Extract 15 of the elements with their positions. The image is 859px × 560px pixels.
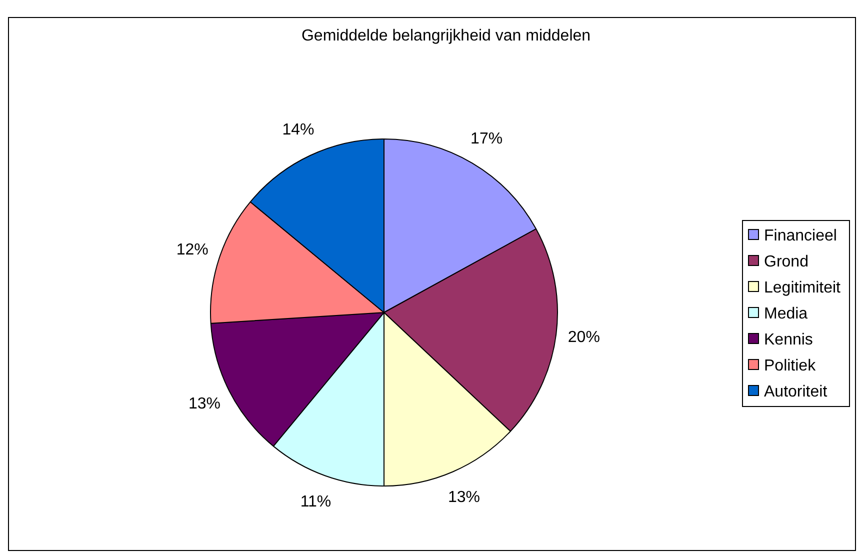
data-label: 17% — [470, 130, 503, 148]
legend-label: Grond — [764, 253, 808, 270]
data-label: 20% — [568, 329, 600, 346]
chart-title: Gemiddelde belangrijkheid van middelen — [301, 27, 591, 44]
legend-label: Autoriteit — [764, 383, 828, 400]
legend-label: Financieel — [764, 227, 837, 244]
data-label: 14% — [282, 122, 314, 139]
data-label: 12% — [176, 242, 208, 259]
legend-label: Legitimiteit — [764, 279, 842, 296]
data-label: 11% — [300, 493, 332, 510]
data-label: 13% — [188, 395, 220, 412]
legend-label: Politiek — [764, 357, 817, 374]
legend-label: Kennis — [764, 331, 813, 348]
legend-label: Media — [764, 305, 808, 322]
data-label: 13% — [448, 488, 480, 506]
